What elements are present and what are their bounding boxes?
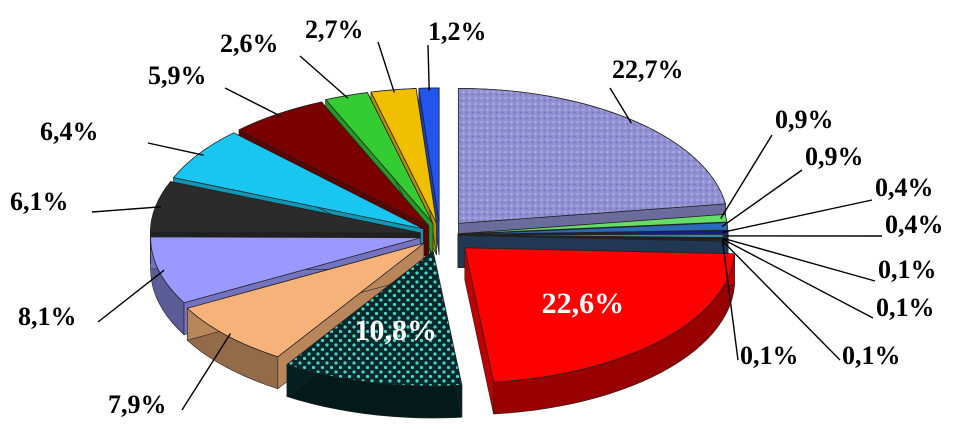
slice-value-label: 0,1%	[878, 255, 937, 284]
leader-line	[722, 199, 873, 234]
slice-value-label: 0,4%	[875, 173, 934, 202]
leader-line	[181, 333, 232, 411]
slice-value-label: 0,1%	[876, 293, 935, 322]
pie-slice-top	[149, 181, 421, 234]
leader-line	[721, 240, 841, 361]
leader-line	[427, 44, 430, 91]
slice-value-label: 0,1%	[842, 341, 901, 370]
leader-line	[299, 55, 349, 99]
leader-line	[147, 142, 204, 156]
slice-value-label: 0,9%	[805, 142, 864, 171]
slice-value-label: 6,1%	[10, 187, 69, 216]
slice-value-label: 8,1%	[18, 302, 77, 331]
leader-line	[721, 239, 739, 361]
leader-line	[720, 134, 773, 219]
leader-line	[97, 269, 165, 323]
pie-slice	[464, 247, 735, 415]
slice-value-label: 0,1%	[740, 341, 799, 370]
leader-line	[91, 206, 162, 213]
leader-line	[377, 41, 395, 93]
pie-slice-top	[457, 87, 727, 224]
slice-value-label: 6,4%	[40, 117, 99, 146]
pie-slice-top	[150, 236, 421, 304]
leader-line	[224, 87, 282, 117]
slice-value-label: 22,7%	[612, 55, 684, 84]
slice-value-label: 0,9%	[775, 105, 834, 134]
pie-slice-top	[186, 242, 425, 358]
pie-slice-top	[464, 247, 735, 383]
pie-slice-top	[457, 213, 728, 235]
slice-value-label: 1,2%	[428, 17, 487, 46]
slice-value-label: 7,9%	[108, 390, 167, 419]
pie-slice	[286, 250, 463, 419]
leader-line	[722, 237, 876, 282]
leader-line	[722, 238, 874, 319]
pie-slice-top	[324, 92, 434, 224]
slice-value-label: 5,9%	[148, 61, 207, 90]
slice-value-label: 2,7%	[305, 15, 364, 44]
slice-value-label: 22,6%	[542, 287, 625, 320]
leader-line	[609, 87, 633, 124]
slice-value-label: 10,8%	[355, 314, 438, 347]
leader-line	[721, 169, 803, 228]
slice-value-label: 0,4%	[885, 210, 944, 239]
pie-slice-top	[286, 250, 463, 387]
slice-value-label: 2,6%	[220, 29, 279, 58]
